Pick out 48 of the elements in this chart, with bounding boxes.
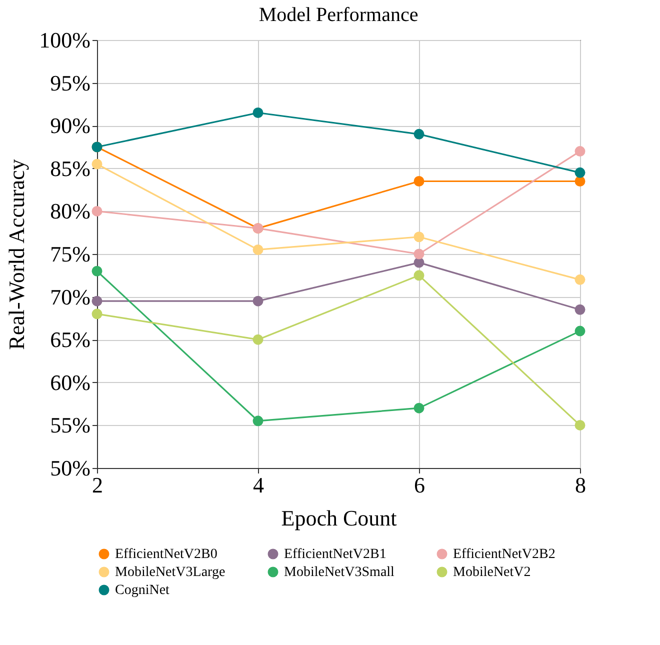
- y-tick-label: 90%: [50, 113, 90, 138]
- y-tick-label: 95%: [50, 70, 90, 96]
- point: [92, 158, 102, 170]
- point: [574, 176, 586, 186]
- y-axis-title: Real-World Accuracy: [4, 159, 30, 350]
- point: [252, 244, 264, 255]
- point: [252, 416, 264, 426]
- chart-title: Model Performance: [258, 4, 418, 26]
- point: [574, 146, 586, 157]
- legend-label: MobileNetV3Small: [284, 565, 395, 580]
- point: [574, 304, 586, 315]
- y-tick-label: 65%: [50, 327, 90, 352]
- point: [414, 176, 424, 186]
- legend-label: EfficientNetV2B0: [115, 547, 218, 562]
- x-tick-label: 6: [414, 472, 425, 498]
- y-tick-label: 85%: [50, 156, 90, 181]
- point: [92, 308, 102, 320]
- point: [252, 296, 264, 306]
- point: [414, 128, 424, 140]
- point: [414, 248, 424, 260]
- point: [252, 334, 264, 345]
- point: [574, 167, 586, 178]
- point: [92, 206, 102, 216]
- point: [574, 420, 586, 430]
- y-tick-label: 60%: [50, 370, 90, 395]
- point: [414, 270, 424, 281]
- legend-label: MobileNetV3Large: [115, 565, 226, 580]
- legend-label: CogniNet: [115, 583, 170, 598]
- x-tick-label: 4: [253, 472, 264, 498]
- y-tick-label: 75%: [50, 242, 90, 266]
- x-axis-title: Epoch Count: [281, 506, 397, 530]
- x-tick-label: 8: [575, 472, 586, 498]
- point: [574, 274, 586, 285]
- point: [414, 232, 424, 242]
- y-tick-label: 100%: [39, 28, 90, 52]
- point: [92, 266, 102, 276]
- point: [414, 402, 424, 414]
- y-tick-label: 55%: [50, 412, 90, 438]
- legend-label: EfficientNetV2B1: [284, 547, 386, 562]
- legend-label: EfficientNetV2B2: [453, 547, 556, 562]
- point: [92, 296, 102, 306]
- point: [252, 108, 264, 118]
- x-tick-label: 2: [92, 472, 103, 498]
- point: [574, 326, 586, 336]
- y-tick-label: 70%: [50, 284, 90, 310]
- legend-label: MobileNetV2: [453, 565, 531, 580]
- y-tick-label: 80%: [50, 198, 90, 224]
- y-tick-label: 50%: [50, 456, 90, 480]
